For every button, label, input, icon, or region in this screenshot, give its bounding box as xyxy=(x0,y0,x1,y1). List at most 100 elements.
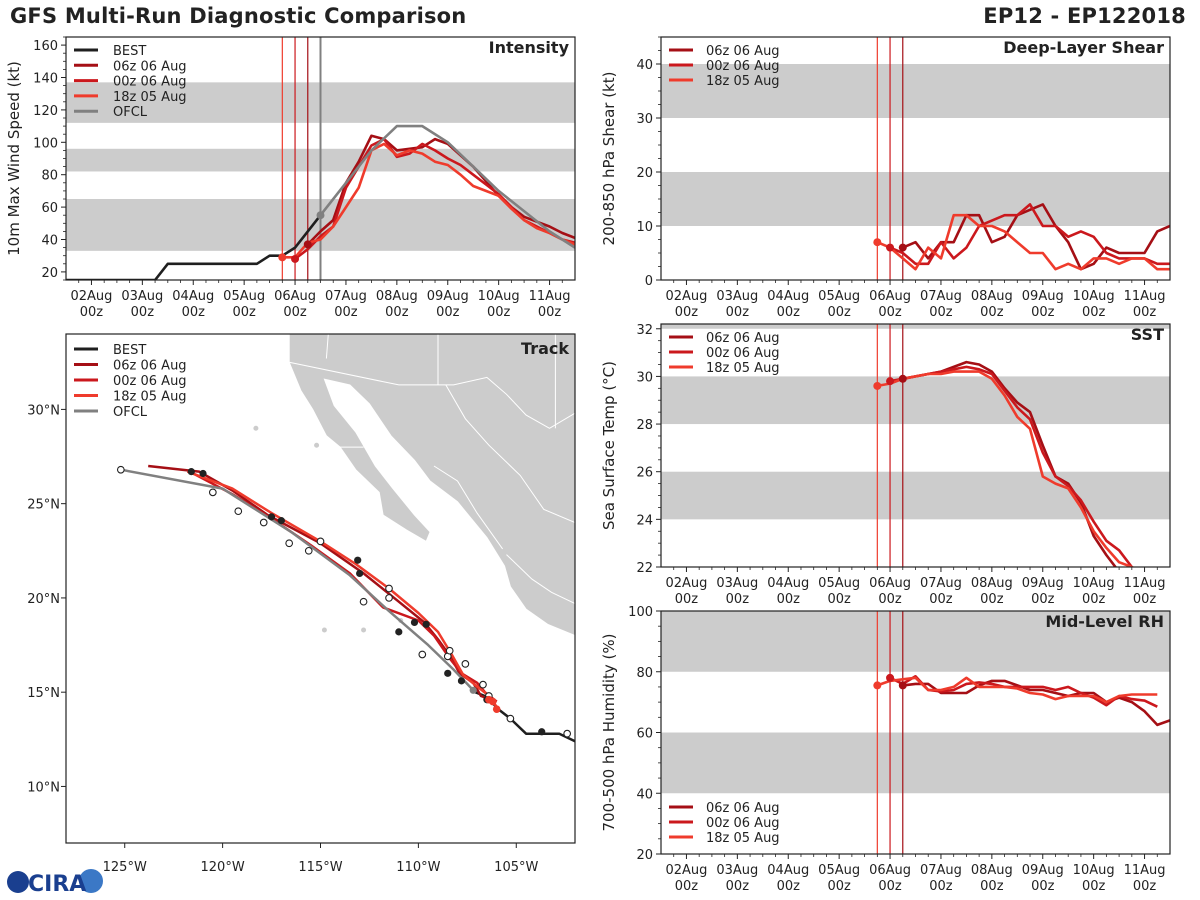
sst-xtick-hour: 00z xyxy=(777,592,801,607)
track-island xyxy=(361,627,367,633)
track-point-open xyxy=(385,594,393,602)
track-border xyxy=(289,361,575,429)
track-legend-label-run2: 00z 06 Aug xyxy=(113,374,187,389)
rh-band xyxy=(661,732,1170,794)
sst-xtick-date: 03Aug xyxy=(716,576,758,591)
rh-xtick-date: 10Aug xyxy=(1073,863,1115,878)
track-island xyxy=(321,627,327,633)
track-point-filled xyxy=(410,618,419,627)
sst-xtick-hour: 00z xyxy=(675,592,699,607)
rh-xtick-hour: 00z xyxy=(1133,879,1157,894)
track-legend-label-run1: 06z 06 Aug xyxy=(113,359,187,374)
shear-xtick-hour: 00z xyxy=(878,305,902,320)
intensity-xtick-date: 09Aug xyxy=(427,289,469,304)
track-series-ofcl xyxy=(120,468,477,694)
rh-xtick-date: 03Aug xyxy=(716,863,758,878)
intensity-legend-label-run2: 00z 06 Aug xyxy=(113,75,187,90)
rh-xtick-date: 09Aug xyxy=(1022,863,1064,878)
track-point-open xyxy=(234,507,243,516)
track-point-filled xyxy=(187,468,195,476)
sst-xtick-hour: 00z xyxy=(1031,592,1055,607)
sst-xtick-date: 11Aug xyxy=(1124,576,1166,591)
intensity-xtick-date: 04Aug xyxy=(172,289,214,304)
shear-xtick-hour: 00z xyxy=(1082,305,1106,320)
shear-xtick-hour: 00z xyxy=(777,305,801,320)
rh-xtick-hour: 00z xyxy=(726,879,750,894)
intensity-series-best xyxy=(66,214,322,280)
rh-xtick-hour: 00z xyxy=(878,879,902,894)
rh-marker-run1 xyxy=(898,681,907,690)
track-xtick-label: 125°W xyxy=(103,860,147,875)
intensity-legend-label-run3: 18z 05 Aug xyxy=(113,90,187,105)
track-border xyxy=(325,334,329,359)
intensity-xtick-hour: 00z xyxy=(538,305,562,320)
track-land xyxy=(288,334,575,637)
shear-ytick-label: 40 xyxy=(636,58,653,73)
shear-xtick-date: 03Aug xyxy=(716,289,758,304)
rh-xtick-date: 11Aug xyxy=(1124,863,1166,878)
track-point-open xyxy=(285,539,294,548)
track-legend-label-ofcl: OFCL xyxy=(113,405,148,420)
intensity-title: Intensity xyxy=(489,38,570,57)
rh-xtick-date: 05Aug xyxy=(818,863,860,878)
cira-logo-swirl xyxy=(79,869,103,893)
sst-xtick-hour: 00z xyxy=(980,592,1004,607)
shear-band xyxy=(661,172,1170,226)
track-legend-label-best: BEST xyxy=(113,343,146,358)
shear-xtick-hour: 00z xyxy=(726,305,750,320)
rh-xtick-hour: 00z xyxy=(777,879,801,894)
sst-series-run3 xyxy=(877,370,1135,567)
sst-ytick-label: 26 xyxy=(636,466,653,481)
track-point-filled xyxy=(199,469,207,478)
shear-xtick-date: 02Aug xyxy=(665,289,707,304)
intensity-series-run1 xyxy=(306,134,575,246)
sst-xtick-hour: 00z xyxy=(827,592,851,607)
rh-xtick-hour: 00z xyxy=(827,879,851,894)
shear-series-run3 xyxy=(876,213,1170,271)
track-series-run1 xyxy=(148,464,498,703)
intensity-ytick-label: 40 xyxy=(41,234,58,249)
intensity-plot-area xyxy=(66,37,575,280)
shear-ytick-label: 10 xyxy=(636,220,653,235)
shear-ytick-label: 0 xyxy=(645,274,653,289)
sst-xtick-date: 04Aug xyxy=(767,576,809,591)
shear-marker-run2 xyxy=(886,243,895,252)
track-point-red xyxy=(492,705,501,713)
sst-plot-area xyxy=(661,324,1170,567)
rh-legend-label-run1: 06z 06 Aug xyxy=(706,801,780,816)
rh-ylabel: 700-500 hPa Humidity (%) xyxy=(600,633,618,831)
intensity-xtick-date: 11Aug xyxy=(529,289,571,304)
shear-xtick-hour: 00z xyxy=(1133,305,1157,320)
track-border xyxy=(506,554,575,605)
sst-legend-label-run3: 18z 05 Aug xyxy=(706,361,780,376)
rh-band xyxy=(661,611,1170,672)
shear-xtick-hour: 00z xyxy=(929,305,953,320)
track-ytick-label: 15°N xyxy=(27,686,60,701)
track-point-open xyxy=(563,729,572,738)
intensity-ytick-label: 80 xyxy=(41,169,58,184)
intensity-xtick-date: 02Aug xyxy=(70,289,112,304)
track-ytick-label: 30°N xyxy=(27,403,60,418)
intensity-xtick-hour: 00z xyxy=(283,305,307,320)
intensity-panel: 2040608010012014016002Aug00z03Aug00z04Au… xyxy=(5,36,576,320)
track-xtick-label: 110°W xyxy=(396,860,440,875)
track-xtick-label: 120°W xyxy=(201,860,245,875)
shear-ytick-label: 20 xyxy=(636,166,653,181)
shear-marker-run3 xyxy=(873,238,882,247)
rh-ytick-label: 100 xyxy=(628,605,653,620)
track-point-open xyxy=(359,597,368,606)
intensity-ytick-label: 160 xyxy=(33,39,58,54)
track-island xyxy=(253,425,259,431)
rh-xtick-date: 04Aug xyxy=(767,863,809,878)
intensity-ylabel: 10m Max Wind Speed (kt) xyxy=(5,61,23,256)
shear-xtick-date: 11Aug xyxy=(1124,289,1166,304)
sst-ytick-label: 32 xyxy=(636,323,653,338)
shear-title: Deep-Layer Shear xyxy=(1003,38,1164,57)
shear-xtick-date: 05Aug xyxy=(818,289,860,304)
intensity-xtick-date: 08Aug xyxy=(376,289,418,304)
rh-xtick-date: 08Aug xyxy=(971,863,1013,878)
track-point-open xyxy=(506,714,515,723)
shear-band xyxy=(661,64,1170,118)
intensity-ytick-label: 140 xyxy=(33,72,58,87)
sst-xtick-date: 10Aug xyxy=(1073,576,1115,591)
